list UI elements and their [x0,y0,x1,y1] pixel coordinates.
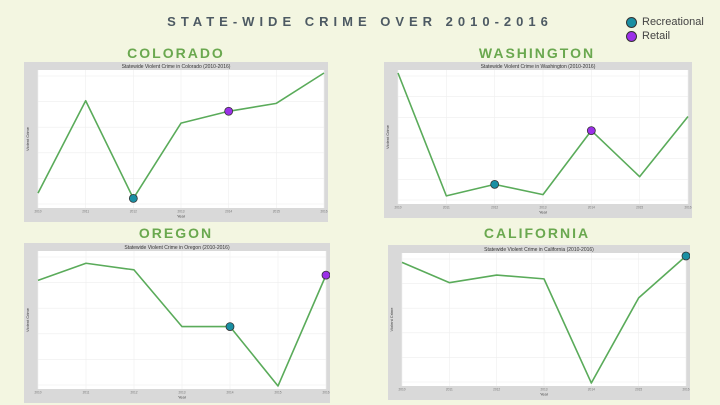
x-tick-label: 2013 [539,206,546,210]
x-tick-label: 2015 [273,210,280,214]
x-tick-label: 2011 [83,391,90,395]
series-line-washington [397,72,689,197]
x-tick-label: 2010 [398,388,405,392]
x-tick-label: 2010 [34,391,41,395]
page-title: STATE-WIDE CRIME OVER 2010-2016 [167,14,553,29]
state-title-california: CALIFORNIA [483,225,591,241]
x-tick-label: 2011 [443,206,450,210]
legend-label-retail: Retail [642,30,671,42]
x-tick-label: 2012 [493,388,500,392]
legend-label-recreational: Recreational [642,16,704,28]
retail-marker [321,270,330,280]
chart-title: Statewide Violent Crime in California (2… [484,247,594,253]
retail-marker [224,106,234,116]
recreational-marker [128,193,138,203]
x-tick-label: 2012 [130,210,137,214]
series-line-oregon [37,262,327,387]
x-axis-label: Year [177,214,186,219]
x-axis-label: Year [540,392,549,397]
x-tick-label: 2010 [34,210,41,214]
x-tick-label: 2015 [635,388,642,392]
legend-item-retail: Retail [626,29,704,43]
x-tick-label: 2012 [491,206,498,210]
x-tick-label: 2016 [682,388,689,392]
recreational-marker [490,179,500,189]
retail-marker-icon [626,30,637,42]
chart-california: Statewide Violent Crime in California (2… [388,245,690,400]
x-tick-label: 2015 [636,206,643,210]
x-tick-label: 2011 [446,388,453,392]
x-tick-label: 2016 [320,210,327,214]
chart-washington: Statewide Violent Crime in Washington (2… [384,62,692,218]
series-line-colorado [37,72,325,200]
y-axis-label: Violent Crime [25,126,30,151]
x-tick-label: 2016 [322,391,329,395]
x-tick-label: 2010 [394,206,401,210]
y-axis-label: Violent Crime [389,307,394,332]
legend: Recreational Retail [626,15,704,43]
recreational-marker [225,322,235,331]
x-tick-label: 2014 [588,388,595,392]
chart-title: Statewide Violent Crime in Oregon (2010-… [124,245,230,251]
state-title-colorado: COLORADO [127,45,225,61]
x-tick-label: 2016 [684,206,691,210]
x-tick-label: 2011 [82,210,89,214]
chart-title: Statewide Violent Crime in Colorado (201… [122,64,231,70]
state-title-oregon: OREGON [138,225,214,241]
recreational-marker-icon [626,16,637,28]
x-axis-label: Year [178,395,187,400]
x-tick-label: 2013 [540,388,547,392]
x-axis-label: Year [539,210,548,215]
x-tick-label: 2015 [274,391,281,395]
series-line-california [401,255,687,384]
x-tick-label: 2012 [130,391,137,395]
recreational-marker [681,251,690,261]
chart-oregon: Statewide Violent Crime in Oregon (2010-… [24,243,330,403]
x-tick-label: 2013 [178,391,185,395]
y-axis-label: Violent Crime [25,307,30,332]
y-axis-label: Violent Crime [385,124,390,149]
chart-colorado: Statewide Violent Crime in Colorado (201… [24,62,328,222]
x-tick-label: 2014 [226,391,233,395]
x-tick-label: 2014 [588,206,595,210]
state-title-washington: WASHINGTON [478,45,596,61]
chart-title: Statewide Violent Crime in Washington (2… [481,64,596,70]
x-tick-label: 2014 [225,210,232,214]
legend-item-recreational: Recreational [626,15,704,29]
retail-marker [586,126,596,135]
x-tick-label: 2013 [177,210,184,214]
